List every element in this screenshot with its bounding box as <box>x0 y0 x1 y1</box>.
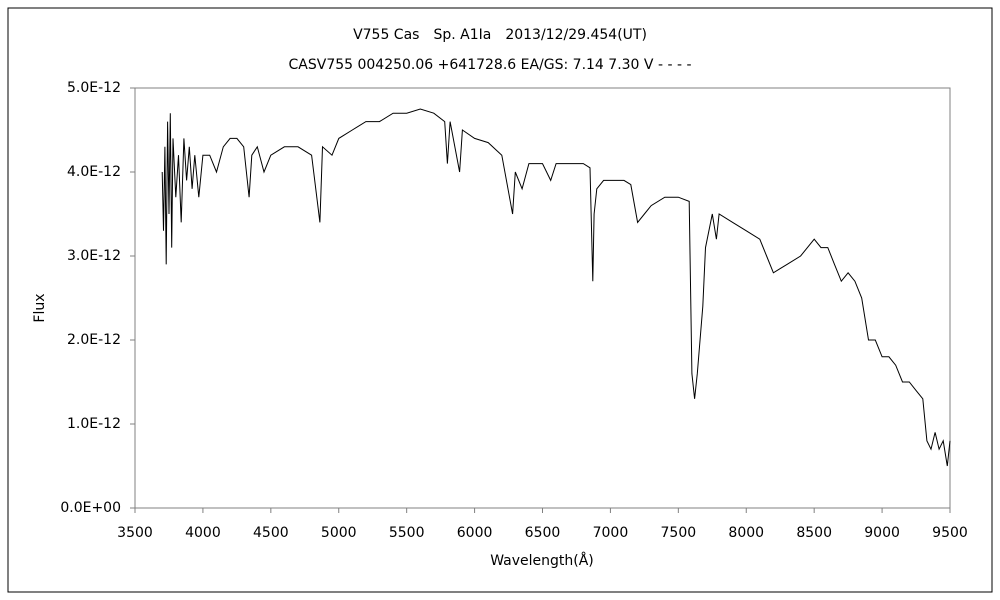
x-tick-label: 3500 <box>117 525 153 541</box>
x-tick-label: 5500 <box>389 525 425 541</box>
x-tick-label: 7000 <box>593 525 629 541</box>
x-tick-label: 6000 <box>457 525 493 541</box>
x-tick-label: 9500 <box>932 525 968 541</box>
x-tick-label: 9000 <box>864 525 900 541</box>
chart-subtitle: CASV755 004250.06 +641728.6 EA/GS: 7.14 … <box>289 57 692 73</box>
x-tick-label: 4500 <box>253 525 289 541</box>
y-tick-label: 4.0E-12 <box>67 164 121 180</box>
y-tick-label: 3.0E-12 <box>67 248 121 264</box>
x-tick-label: 8000 <box>728 525 764 541</box>
x-tick-label: 4000 <box>185 525 221 541</box>
chart-border <box>7 7 993 593</box>
y-tick-label: 0.0E+00 <box>60 500 121 516</box>
y-tick-label: 2.0E-12 <box>67 332 121 348</box>
y-tick-label: 5.0E-12 <box>67 80 121 96</box>
x-axis-label: Wavelength(Å) <box>490 552 594 569</box>
spectrum-line <box>161 108 951 467</box>
x-tick-label: 5000 <box>321 525 357 541</box>
x-tick-label: 7500 <box>661 525 697 541</box>
y-tick-label: 1.0E-12 <box>67 416 121 432</box>
x-tick-label: 8500 <box>796 525 832 541</box>
chart-title: V755 Cas Sp. A1Ⅰa 2013/12/29.454(UT) <box>353 27 647 43</box>
x-tick-label: 6500 <box>525 525 561 541</box>
y-axis-label: Flux <box>32 293 48 322</box>
